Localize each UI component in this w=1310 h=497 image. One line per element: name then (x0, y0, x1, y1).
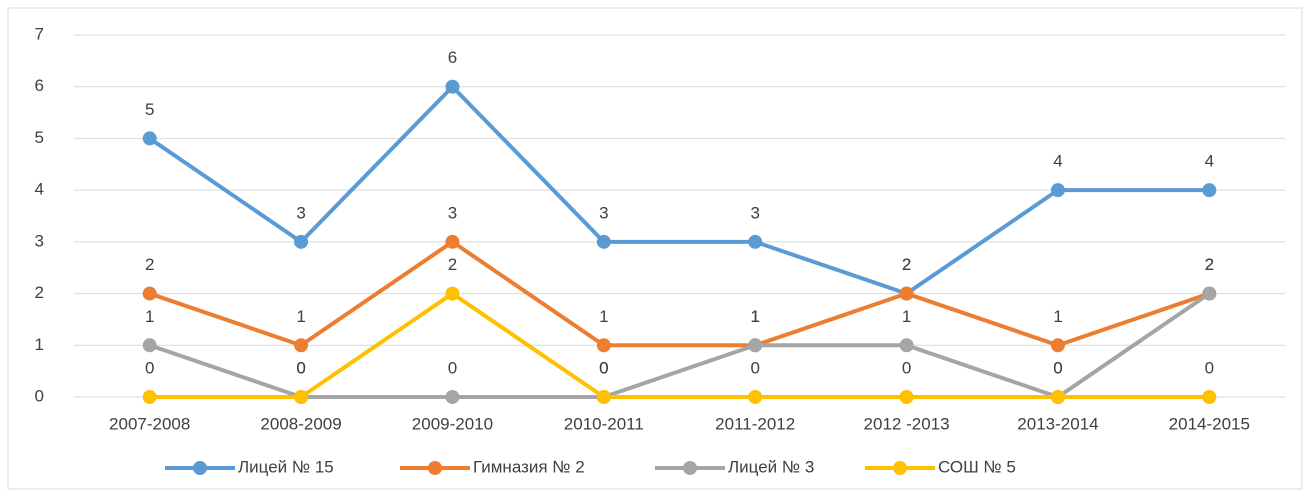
data-label: 2 (902, 255, 911, 274)
data-label: 4 (1053, 152, 1062, 171)
data-point (294, 338, 309, 353)
chart-frame (7, 7, 1303, 490)
x-tick-label: 2007-2008 (109, 414, 190, 433)
y-tick-label: 6 (35, 76, 44, 95)
legend-label: Лицей № 3 (728, 457, 814, 476)
data-label: 0 (1053, 358, 1062, 377)
legend-label: СОШ № 5 (938, 457, 1016, 476)
data-label: 4 (1205, 152, 1214, 171)
data-point (142, 390, 157, 404)
data-point (294, 390, 309, 404)
data-point (142, 131, 157, 146)
data-point (1202, 390, 1217, 404)
data-point (899, 390, 914, 404)
x-tick-label: 2013-2014 (1017, 414, 1098, 433)
data-label: 3 (750, 203, 759, 222)
legend-marker (193, 461, 207, 475)
data-point (748, 338, 763, 353)
data-point (596, 234, 611, 249)
data-label: 0 (145, 358, 154, 377)
data-point (445, 390, 460, 404)
legend-marker (683, 461, 697, 475)
series-line (149, 291, 1210, 399)
data-point (294, 234, 309, 249)
data-point (748, 390, 763, 404)
data-label: 0 (296, 358, 305, 377)
data-label: 2 (448, 255, 457, 274)
data-label: 2 (1205, 255, 1214, 274)
y-tick-label: 0 (35, 386, 44, 405)
series-line (149, 239, 1210, 348)
data-label: 5 (145, 100, 154, 119)
data-label: 1 (1053, 307, 1062, 326)
data-label: 0 (1053, 358, 1062, 377)
data-label: 0 (902, 358, 911, 377)
data-label: 2 (902, 255, 911, 274)
legend-marker (428, 461, 442, 475)
legend-label: Лицей № 15 (238, 457, 334, 476)
data-point (899, 338, 914, 353)
data-point (142, 286, 157, 301)
data-point (1050, 338, 1065, 353)
data-label: 0 (296, 358, 305, 377)
data-label: 1 (750, 307, 759, 326)
data-label: 2 (1205, 255, 1214, 274)
data-point (1050, 390, 1065, 404)
y-tick-label: 7 (35, 24, 44, 43)
data-point (142, 338, 157, 353)
x-tick-label: 2009-2010 (412, 414, 493, 433)
data-point (596, 390, 611, 404)
data-point (1202, 183, 1217, 198)
data-label: 0 (1205, 358, 1214, 377)
data-point (445, 286, 460, 301)
data-label: 0 (599, 358, 608, 377)
data-label: 1 (599, 307, 608, 326)
data-label: 0 (448, 358, 457, 377)
data-label: 6 (448, 48, 457, 67)
data-label: 3 (599, 203, 608, 222)
y-tick-label: 5 (35, 128, 44, 147)
series-line (149, 291, 1211, 399)
x-tick-label: 2011-2012 (715, 414, 795, 433)
data-label: 0 (599, 358, 608, 377)
x-tick-label: 2012 -2013 (864, 414, 950, 433)
data-label: 3 (448, 203, 457, 222)
data-point (596, 338, 611, 353)
legend-marker (893, 461, 907, 475)
data-point (445, 79, 460, 94)
y-tick-label: 3 (35, 231, 44, 250)
x-tick-label: 2008-2009 (260, 414, 341, 433)
data-point (899, 286, 914, 301)
data-label: 1 (145, 307, 154, 326)
data-label: 3 (296, 203, 305, 222)
legend-label: Гимназия № 2 (473, 457, 585, 476)
data-point (748, 234, 763, 249)
data-point (1050, 183, 1065, 198)
data-point (1202, 286, 1217, 301)
data-label: 2 (145, 255, 154, 274)
data-label: 1 (902, 307, 911, 326)
series-line (148, 84, 1210, 296)
data-point (445, 234, 460, 249)
data-label: 0 (750, 358, 759, 377)
data-label: 1 (296, 307, 305, 326)
y-tick-label: 1 (35, 335, 44, 354)
x-tick-label: 2014-2015 (1169, 414, 1250, 433)
y-tick-label: 2 (35, 283, 44, 302)
data-label: 1 (750, 307, 759, 326)
y-tick-label: 4 (35, 180, 44, 199)
x-tick-label: 2010-2011 (564, 414, 644, 433)
